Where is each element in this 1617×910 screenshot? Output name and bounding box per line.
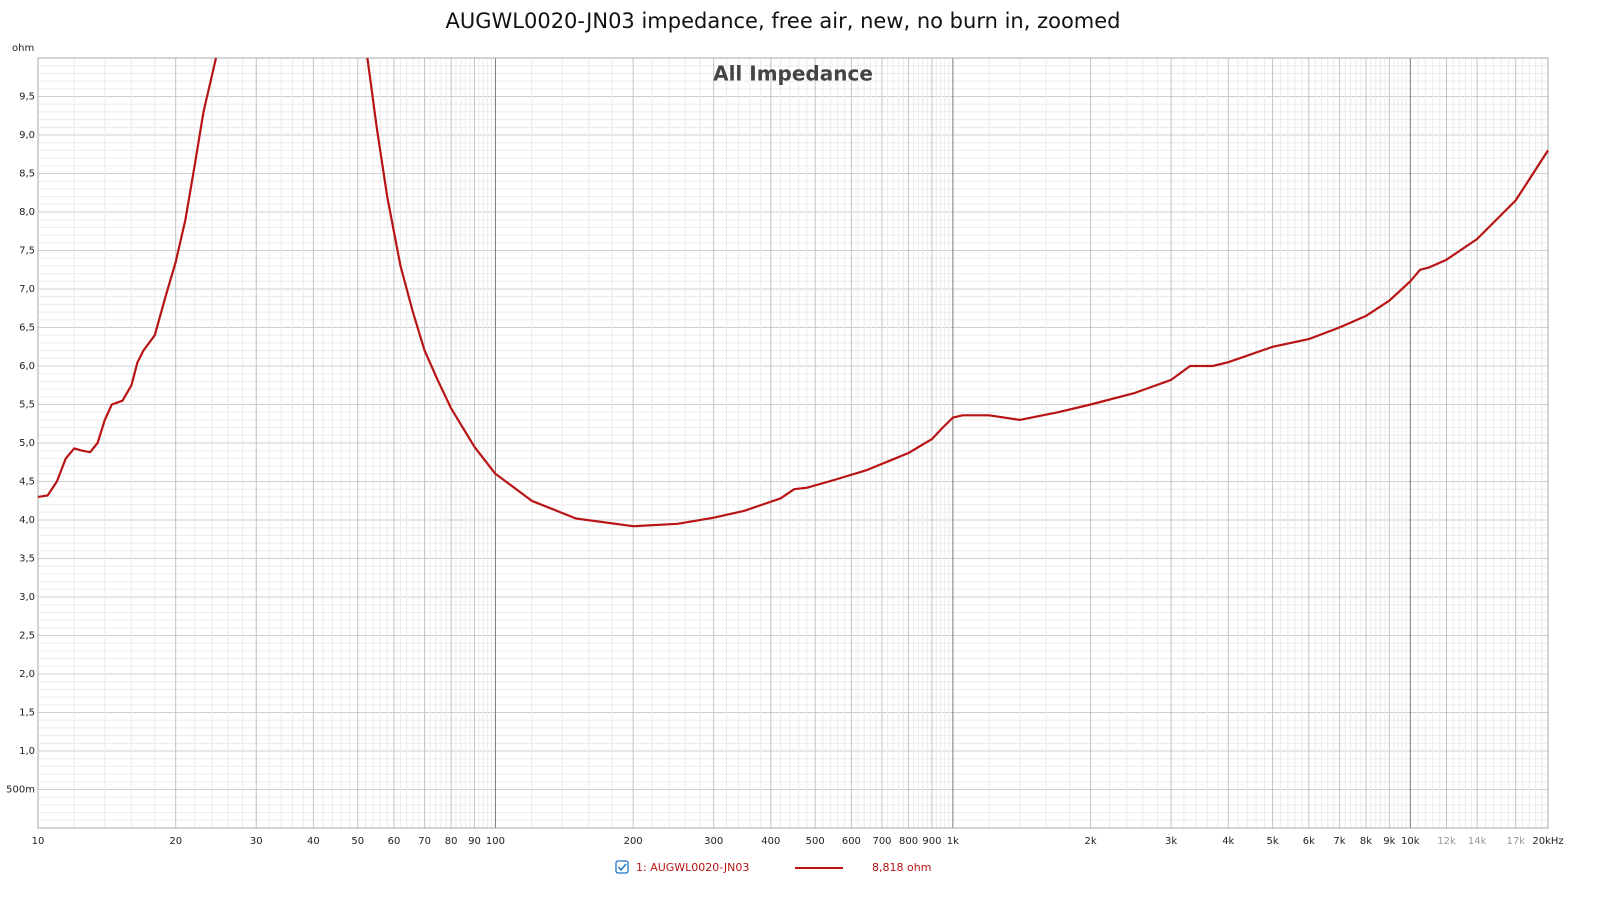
x-tick-label: 200	[624, 836, 643, 847]
x-tick-label: 100	[486, 836, 505, 847]
y-tick-label: 4,5	[19, 477, 35, 488]
y-tick-label: 1,0	[19, 746, 35, 757]
legend-label: 1: AUGWL0020-JN03	[636, 861, 749, 874]
chart-title: AUGWL0020-JN03 impedance, free air, new,…	[446, 9, 1121, 33]
x-tick-label: 10k	[1401, 836, 1420, 847]
y-tick-label: 5,5	[19, 400, 35, 411]
x-tick-label: 400	[761, 836, 780, 847]
x-tick-label: 500	[806, 836, 825, 847]
legend: 1: AUGWL0020-JN03 8,818 ohm	[615, 860, 931, 874]
x-tick-label: 40	[307, 836, 320, 847]
y-tick-label: 7,0	[19, 284, 35, 295]
y-tick-label: 2,0	[19, 669, 35, 680]
plot-frame	[37, 57, 1549, 829]
x-tick-label: 300	[704, 836, 723, 847]
x-tick-label: 700	[872, 836, 891, 847]
ticks: 500m 1,0 1,5 2,0 2,5 3,0 3,5 4,0 4,5 5,0 5,5 6,0 6,5…	[6, 92, 1563, 848]
y-tick-label: 3,0	[19, 592, 35, 603]
y-tick-label: 9,5	[19, 92, 35, 103]
x-tick-label: 9k	[1383, 836, 1395, 847]
x-tick-label: 800	[899, 836, 918, 847]
x-tick-label: 8k	[1360, 836, 1372, 847]
y-tick-label: 8,0	[19, 207, 35, 218]
grid	[37, 58, 1549, 828]
y-tick-label: 3,5	[19, 554, 35, 565]
x-tick-label: 3k	[1165, 836, 1177, 847]
x-tick-label: 2k	[1084, 836, 1096, 847]
check-mark	[617, 863, 627, 872]
x-tick-label: 90	[468, 836, 481, 847]
x-tick-label: 70	[418, 836, 431, 847]
x-tick-label: 10	[32, 836, 45, 847]
x-tick-label: 900	[922, 836, 941, 847]
data-line	[37, 57, 1549, 528]
y-tick-label: 6,5	[19, 323, 35, 334]
x-tick-label: 80	[445, 836, 458, 847]
x-tick-label: 7k	[1333, 836, 1345, 847]
y-tick-label: 8,5	[19, 169, 35, 180]
y-tick-label: 9,0	[19, 130, 35, 141]
x-tick-label: 14k	[1468, 836, 1487, 847]
x-tick-label: 600	[842, 836, 861, 847]
y-unit: ohm	[12, 43, 34, 54]
x-tick-label: 12k	[1437, 836, 1456, 847]
y-tick-label: 4,0	[19, 515, 35, 526]
legend-checkbox[interactable]	[615, 860, 629, 874]
x-tick-label: 17k	[1506, 836, 1525, 847]
x-tick-label: 20kHz	[1532, 836, 1563, 847]
x-tick-label: 1k	[947, 836, 959, 847]
y-tick-label: 500m	[6, 785, 35, 796]
y-tick-label: 7,5	[19, 246, 35, 257]
x-tick-label: 5k	[1267, 836, 1279, 847]
x-tick-label: 60	[388, 836, 401, 847]
x-tick-label: 20	[169, 836, 182, 847]
y-tick-label: 1,5	[19, 708, 35, 719]
x-tick-label: 30	[250, 836, 263, 847]
y-tick-label: 2,5	[19, 631, 35, 642]
x-tick-label: 6k	[1303, 836, 1315, 847]
x-tick-label: 50	[351, 836, 364, 847]
legend-value: 8,818 ohm	[872, 861, 931, 874]
annotation: All Impedance	[713, 62, 873, 86]
y-tick-label: 5,0	[19, 438, 35, 449]
y-tick-label: 6,0	[19, 361, 35, 372]
plot	[37, 57, 1549, 528]
x-tick-label: 4k	[1222, 836, 1234, 847]
